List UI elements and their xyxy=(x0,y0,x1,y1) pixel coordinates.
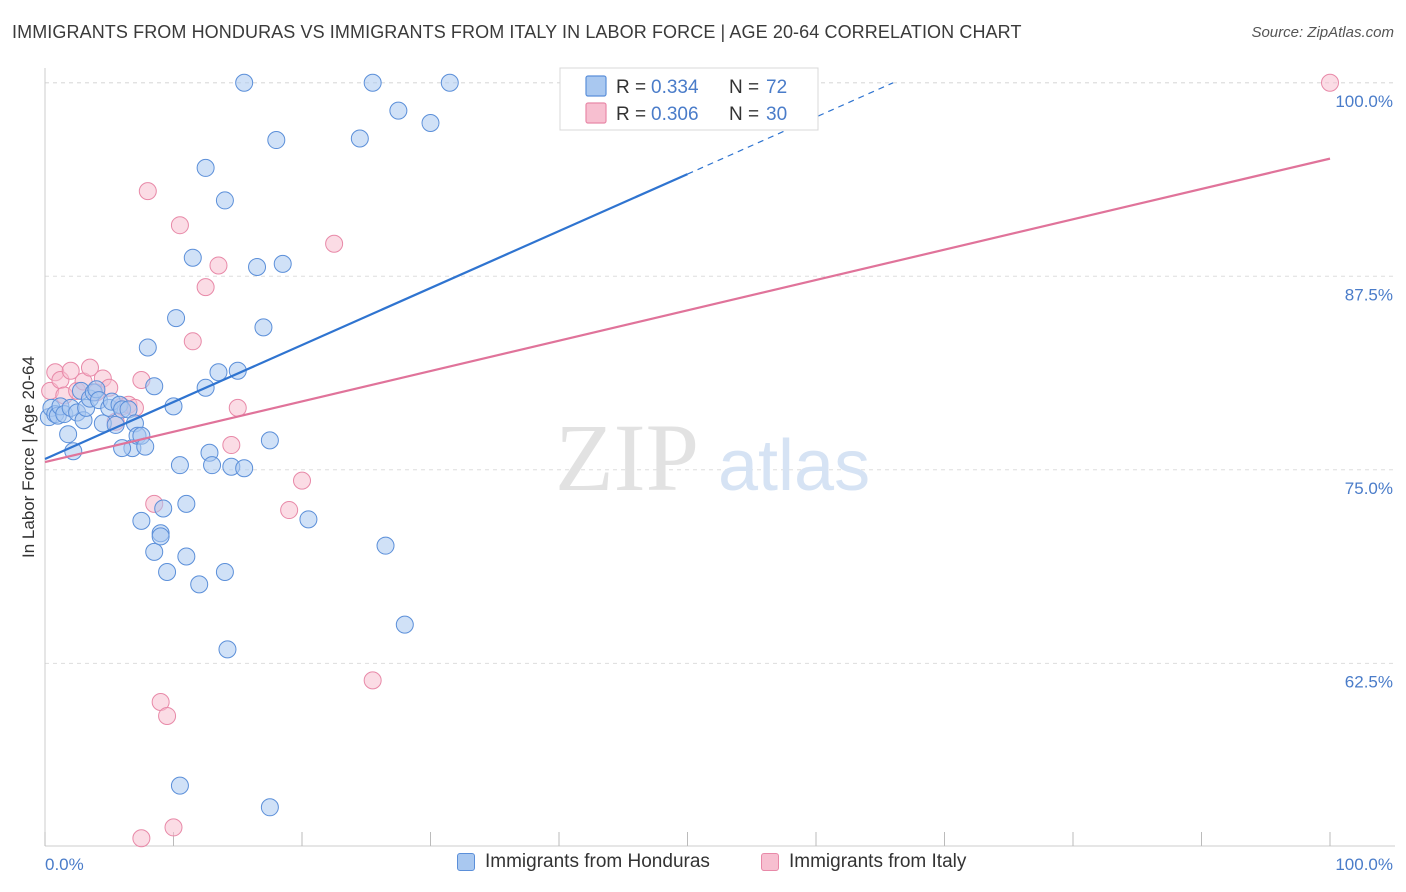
italy-point-16 xyxy=(138,182,157,201)
honduras-point-52 xyxy=(299,510,318,529)
honduras-point-69 xyxy=(177,547,196,566)
italy-point-29 xyxy=(363,671,382,690)
italy-point-20 xyxy=(170,216,189,235)
honduras-point-35 xyxy=(167,309,186,328)
honduras-point-67 xyxy=(170,776,189,795)
y-tick-label-0: 62.5% xyxy=(1345,672,1393,691)
italy-point-7 xyxy=(80,358,99,377)
honduras-point-43 xyxy=(215,562,234,581)
honduras-point-55 xyxy=(235,73,254,92)
legend-item-italy: Immigrants from Italy xyxy=(761,851,966,873)
honduras-point-64 xyxy=(132,511,151,530)
legend-swatch-honduras-bottom xyxy=(457,853,475,871)
honduras-point-39 xyxy=(190,575,209,594)
x-tick-label-0: 0.0% xyxy=(45,855,84,874)
italy-point-25 xyxy=(228,398,247,417)
legend-swatch-italy-bottom xyxy=(761,853,779,871)
italy-point-19 xyxy=(158,706,177,725)
italy-point-22 xyxy=(196,278,215,297)
legend-n-label-honduras: N = xyxy=(729,77,764,98)
y-tick-label-3: 100.0% xyxy=(1335,92,1393,111)
legend-r-label-honduras: R = xyxy=(616,77,651,98)
honduras-point-44 xyxy=(218,640,237,659)
honduras-point-58 xyxy=(363,73,382,92)
honduras-point-50 xyxy=(260,431,279,450)
y-axis-label: In Labor Force | Age 20-64 xyxy=(19,356,38,558)
honduras-point-48 xyxy=(248,257,267,276)
italy-trendline xyxy=(44,157,1331,464)
honduras-point-47 xyxy=(235,459,254,478)
legend-item-honduras: Immigrants from Honduras xyxy=(457,851,710,873)
legend-n-value-italy: 30 xyxy=(766,104,787,125)
bottom-legend: Immigrants from Honduras Immigrants from… xyxy=(0,851,1406,879)
legend-r-label-italy: R = xyxy=(616,104,651,125)
honduras-point-61 xyxy=(395,615,414,634)
honduras-point-37 xyxy=(177,494,196,513)
honduras-point-59 xyxy=(376,536,395,555)
legend-n-value-honduras: 72 xyxy=(766,77,787,98)
legend-r-value-honduras: 0.334 xyxy=(651,77,699,98)
honduras-point-38 xyxy=(183,248,202,267)
honduras-point-29 xyxy=(138,338,157,357)
italy-point-26 xyxy=(280,501,299,520)
italy-point-24 xyxy=(222,436,241,455)
legend-swatch-honduras xyxy=(585,75,607,97)
honduras-point-36 xyxy=(170,456,189,475)
honduras-point-71 xyxy=(203,456,222,475)
honduras-point-66 xyxy=(151,527,170,546)
honduras-point-60 xyxy=(389,101,408,120)
honduras-point-49 xyxy=(254,318,273,337)
y-tick-label-1: 75.0% xyxy=(1345,479,1393,498)
italy-point-28 xyxy=(325,234,344,253)
series-honduras-points xyxy=(39,73,459,817)
honduras-point-63 xyxy=(440,73,459,92)
italy-point-32 xyxy=(1321,73,1339,92)
x-tick-label-1: 100.0% xyxy=(1335,855,1393,874)
italy-point-4 xyxy=(61,361,80,380)
legend-swatch-italy xyxy=(585,102,607,124)
legend-box: R = 0.334 N = 72 R = 0.306 N = 30 xyxy=(559,67,819,131)
chart-title: IMMIGRANTS FROM HONDURAS VS IMMIGRANTS F… xyxy=(12,22,1022,42)
watermark-atlas: atlas xyxy=(718,426,870,506)
italy-point-21 xyxy=(183,332,202,351)
honduras-point-33 xyxy=(158,562,177,581)
italy-point-31 xyxy=(164,818,183,837)
honduras-point-56 xyxy=(267,131,286,150)
honduras-trendline xyxy=(44,173,688,460)
y-tick-label-2: 87.5% xyxy=(1345,285,1393,304)
honduras-point-30 xyxy=(145,377,164,396)
honduras-point-32 xyxy=(154,499,173,518)
honduras-point-6 xyxy=(59,425,78,444)
honduras-point-65 xyxy=(145,542,164,561)
honduras-point-57 xyxy=(350,129,369,148)
grid xyxy=(45,82,1395,664)
axes xyxy=(44,68,1395,847)
watermark-zip: ZIP xyxy=(555,404,699,511)
honduras-point-53 xyxy=(196,158,215,177)
source-label: Source: ZipAtlas.com xyxy=(1251,24,1394,41)
legend-label-honduras: Immigrants from Honduras xyxy=(485,851,710,872)
honduras-point-42 xyxy=(209,363,228,382)
legend-r-value-italy: 0.306 xyxy=(651,104,699,125)
legend-n-label-italy: N = xyxy=(729,104,764,125)
honduras-point-62 xyxy=(421,114,440,133)
watermark: ZIP atlas xyxy=(555,404,870,511)
italy-point-27 xyxy=(293,471,311,490)
honduras-point-54 xyxy=(215,191,234,210)
honduras-point-51 xyxy=(273,254,292,273)
italy-point-30 xyxy=(132,829,151,848)
x-tick-labels: 0.0% 100.0% xyxy=(45,855,1393,874)
y-tick-labels: 62.5% 75.0% 87.5% 100.0% xyxy=(1335,92,1393,692)
legend-label-italy: Immigrants from Italy xyxy=(789,851,967,872)
italy-point-23 xyxy=(209,256,228,275)
honduras-point-68 xyxy=(260,798,279,817)
